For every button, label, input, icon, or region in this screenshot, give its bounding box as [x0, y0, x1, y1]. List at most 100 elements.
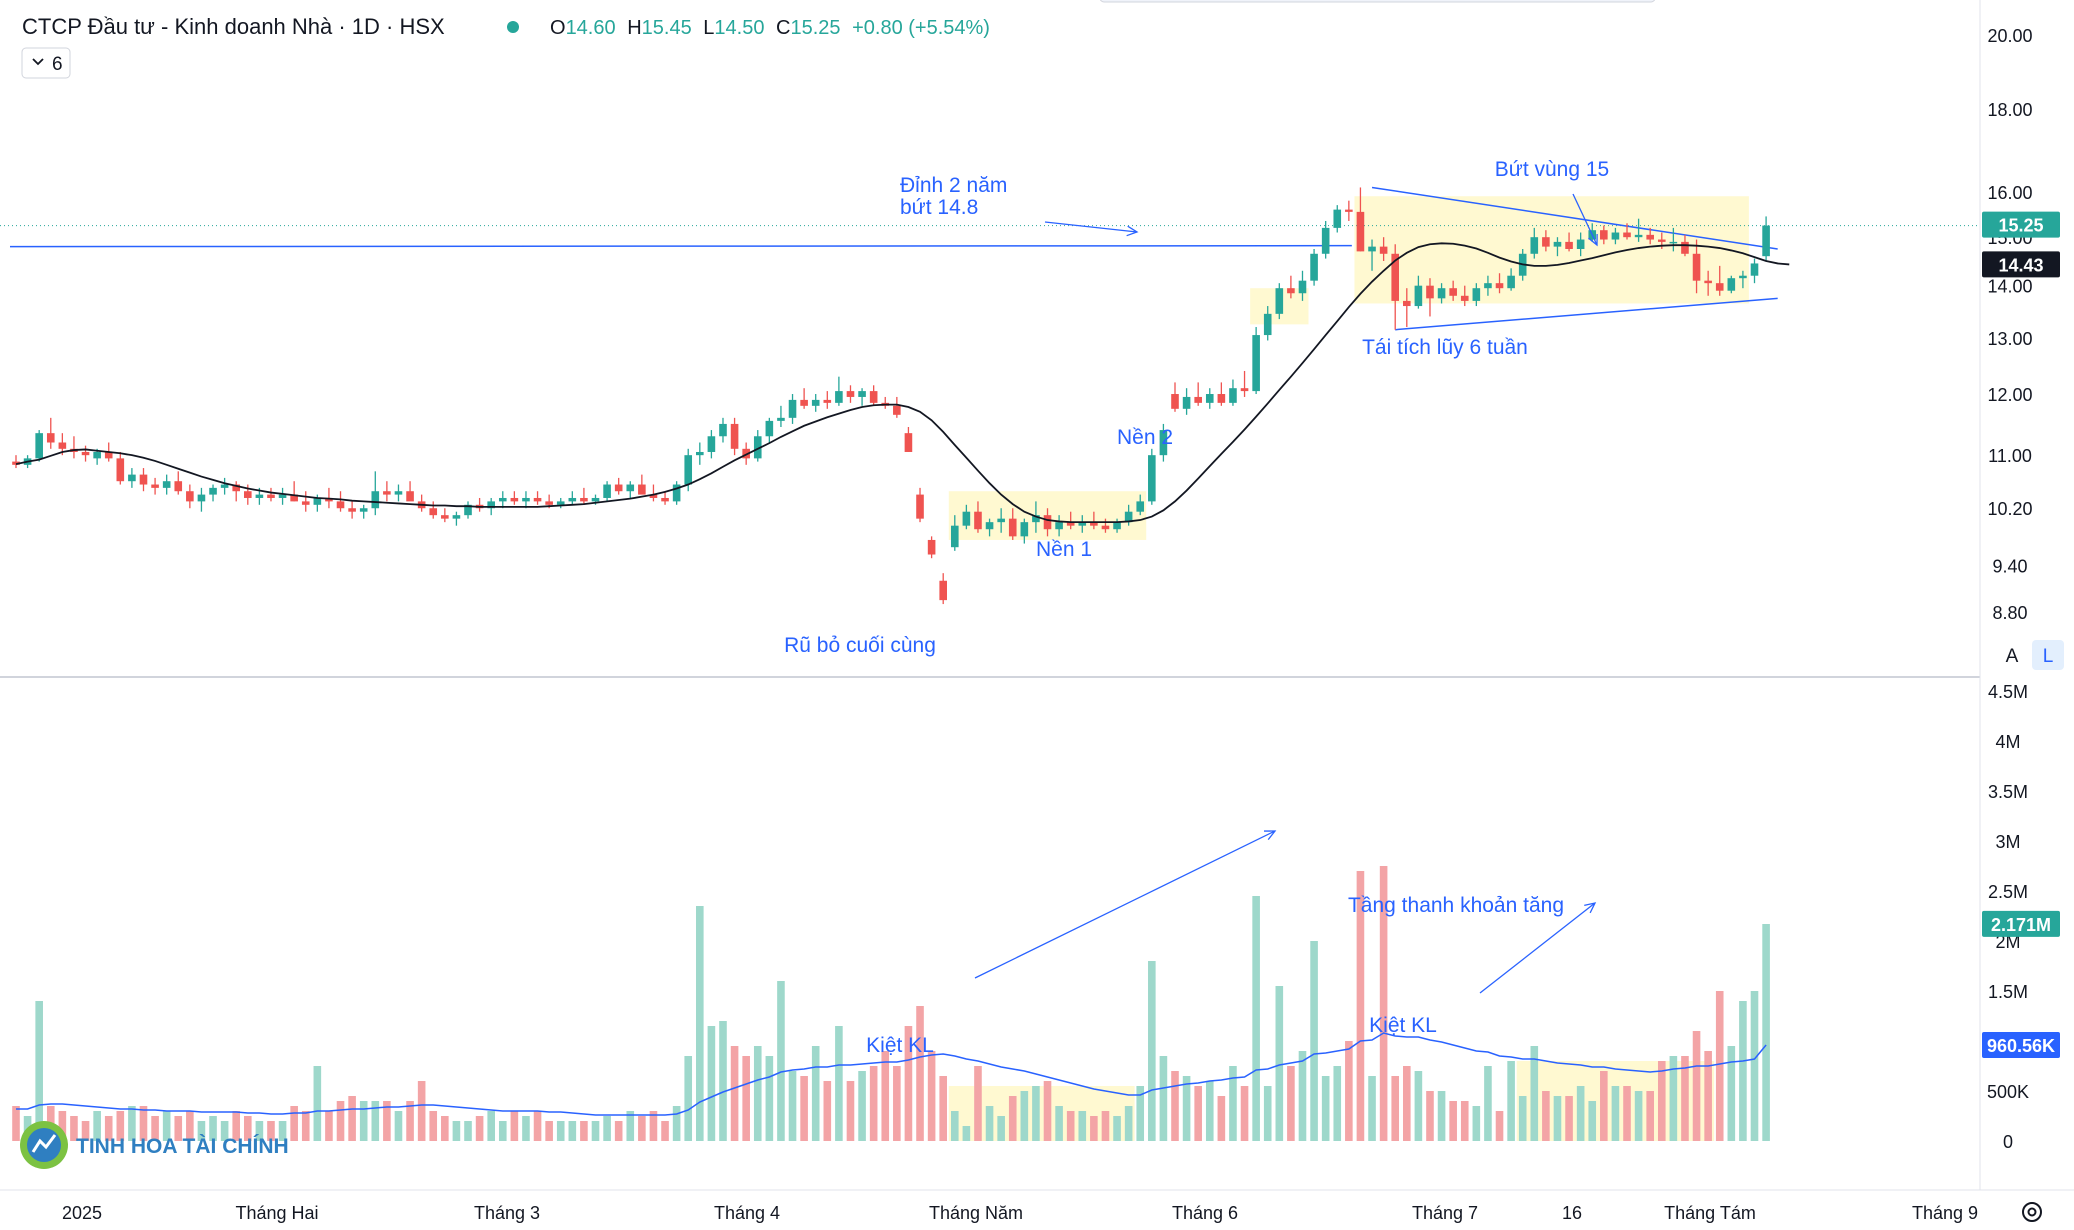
low-label: L	[703, 17, 714, 39]
candle-body	[313, 497, 322, 505]
candle-body	[1368, 246, 1376, 252]
volume-tick-label: 3M	[1995, 832, 2020, 852]
candle	[765, 417, 774, 443]
candle	[1252, 327, 1260, 395]
candle	[394, 484, 403, 502]
volume-bar	[1252, 896, 1260, 1141]
volume-bar	[556, 1121, 565, 1141]
candle	[1136, 494, 1145, 516]
candle-body	[580, 497, 588, 502]
candle	[1762, 216, 1770, 262]
candle	[1287, 275, 1295, 299]
candle	[1495, 273, 1504, 294]
price-tick-label: 11.00	[1988, 446, 2032, 466]
price-tick-label: 8.80	[1992, 603, 2027, 623]
volume-bar	[753, 1046, 762, 1141]
candle	[522, 491, 530, 509]
volume-bar	[881, 1051, 890, 1141]
volume-bar	[417, 1081, 426, 1141]
candle	[464, 501, 472, 519]
volume-bar	[626, 1111, 635, 1141]
time-axis-label: Tháng 7	[1412, 1203, 1478, 1223]
volume-bar	[1182, 1076, 1191, 1141]
volume-bar	[1530, 1046, 1539, 1141]
volume-bar	[1217, 1096, 1226, 1141]
volume-bar	[893, 1066, 901, 1141]
candle-body	[1634, 234, 1643, 238]
candle-body	[1090, 522, 1098, 526]
candle-body	[985, 522, 994, 530]
volume-bar	[603, 1116, 611, 1141]
candle-body	[545, 501, 553, 505]
volume-bar	[614, 1121, 623, 1141]
candle	[858, 388, 866, 406]
trend-lines	[9, 186, 1778, 331]
close-value: 15.25	[790, 17, 840, 39]
volume-bar	[1356, 871, 1365, 1141]
volume-ma-badge-bg	[1982, 1031, 2060, 1058]
arrow-shaft	[1044, 221, 1138, 233]
volume-bar	[811, 1046, 820, 1141]
volume-bar	[1600, 1071, 1608, 1141]
indicator-toggle-button[interactable]: 6	[21, 47, 71, 79]
volume-bar	[962, 1126, 971, 1141]
candle-body	[893, 405, 901, 415]
volume-bar	[950, 1111, 959, 1141]
volume-bar	[348, 1096, 356, 1141]
high-value: 15.45	[642, 17, 692, 39]
candle-body	[869, 391, 878, 403]
last-price-badge: 15.25	[1982, 211, 2060, 238]
candle-body	[1113, 522, 1121, 530]
candle	[1113, 518, 1121, 533]
candle-body	[1681, 241, 1689, 254]
watermark-logo: TINH HOA TÀI CHÍNH	[20, 1121, 289, 1169]
volume-bar	[1090, 1116, 1098, 1141]
candle	[1634, 218, 1643, 242]
volume-bar	[1634, 1091, 1643, 1141]
candle	[441, 508, 449, 523]
auto-scale-button[interactable]: A	[1996, 640, 2028, 670]
volume-bar	[1240, 1086, 1249, 1141]
log-scale-button[interactable]: L	[2032, 640, 2064, 670]
candle-body	[1182, 396, 1191, 409]
candle	[174, 471, 183, 495]
arrow-head	[1584, 902, 1597, 914]
volume-bar	[1681, 1056, 1689, 1141]
candle-body	[1391, 253, 1400, 301]
volume-bar	[301, 1111, 310, 1141]
volume-bar	[742, 1056, 750, 1141]
candle	[1750, 258, 1759, 284]
volume-bar	[1518, 1096, 1527, 1141]
candle-body	[1692, 253, 1701, 281]
annotation-dinh-2-nam: bứt 14.8	[900, 196, 978, 219]
volume-bar	[197, 1121, 206, 1141]
candle-body	[1379, 246, 1388, 254]
candle-body	[81, 451, 90, 456]
candle	[209, 484, 217, 502]
candle-body	[186, 491, 194, 502]
candle-body	[1437, 288, 1446, 299]
candle-body	[278, 494, 287, 498]
volume-bar	[800, 1076, 808, 1141]
volume-bar	[1403, 1066, 1411, 1141]
candle-body	[359, 508, 368, 512]
settings-gear-icon[interactable]	[2022, 1202, 2042, 1222]
price-tick-label: 16.00	[1987, 183, 2032, 203]
candle-body	[522, 497, 530, 502]
arrow-volume-rise	[974, 830, 1277, 979]
log-scale-label: L	[2043, 646, 2054, 667]
candle-body	[1704, 280, 1712, 284]
time-axis-label: Tháng 6	[1172, 1203, 1238, 1223]
candle-body	[1426, 285, 1434, 299]
candle	[672, 481, 681, 505]
volume-bars	[12, 866, 1770, 1141]
candle-body	[962, 511, 971, 526]
candle-body	[464, 504, 472, 516]
candle-body	[255, 494, 264, 498]
candle-body	[116, 458, 125, 482]
candle	[556, 497, 565, 509]
candle-body	[1646, 234, 1654, 240]
candle	[1553, 237, 1562, 257]
annotation-tai-tich-luy: Tái tích lũy 6 tuần	[1362, 336, 1528, 359]
